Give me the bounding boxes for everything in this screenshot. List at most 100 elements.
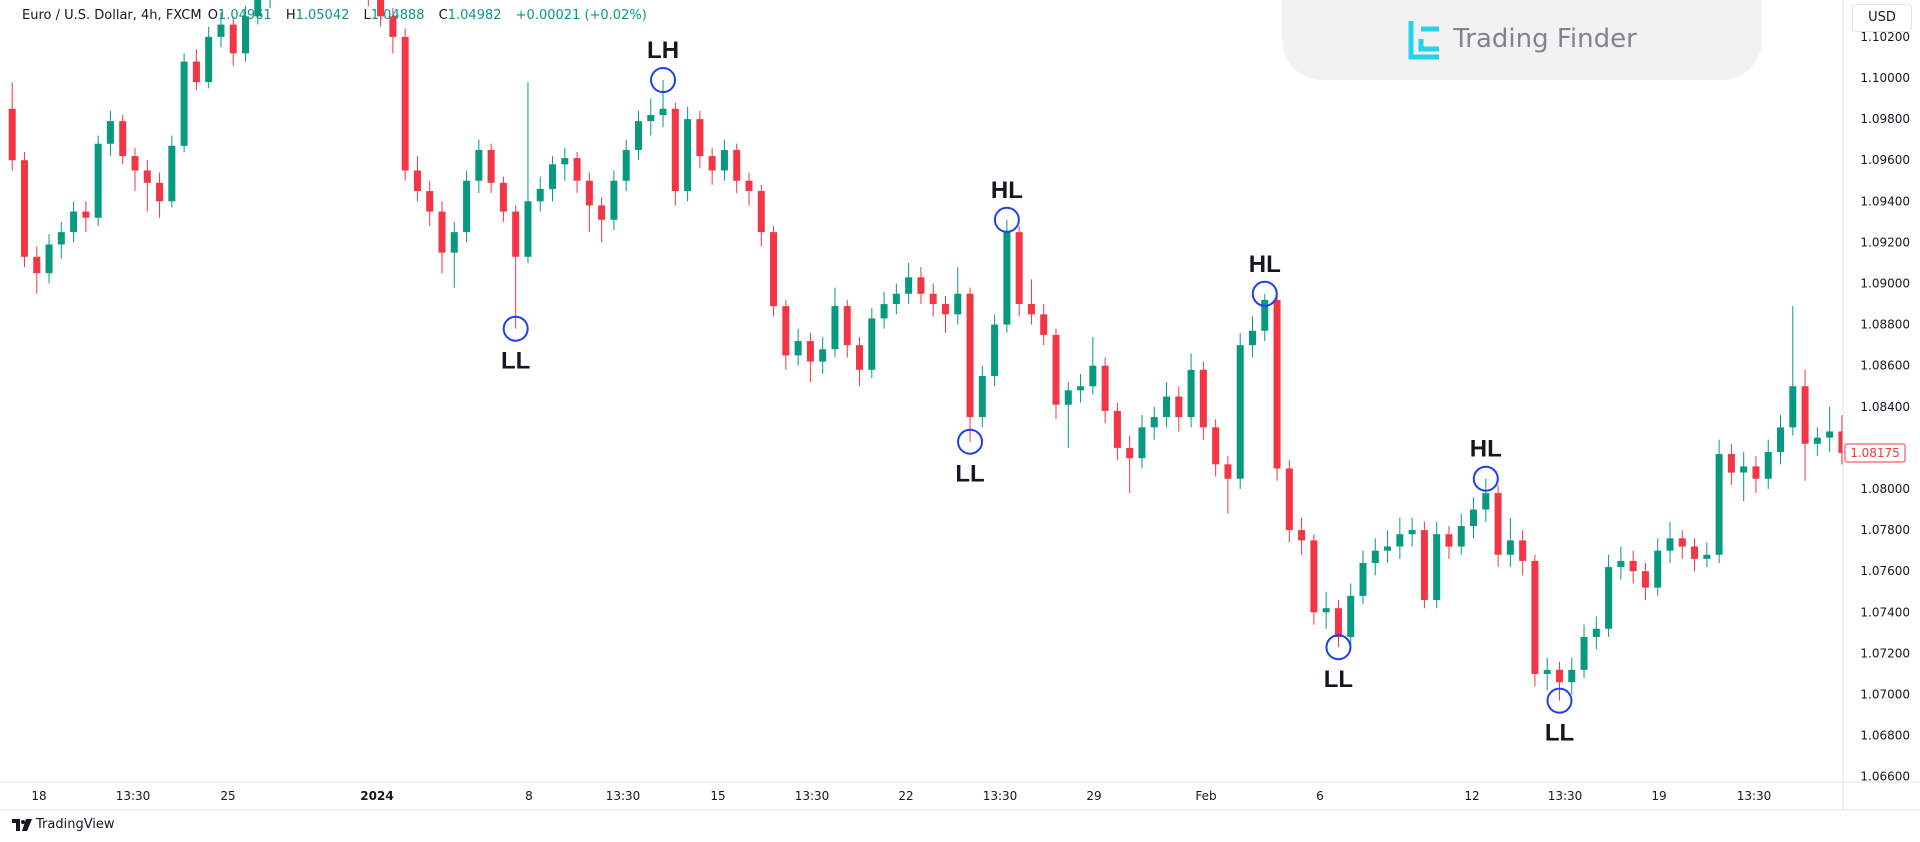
candle-down — [192, 49, 200, 91]
candle-body — [1801, 386, 1809, 444]
candle-down — [929, 283, 937, 317]
candle-body — [1752, 466, 1760, 479]
tradingview-logo[interactable]: TradingView — [12, 817, 115, 832]
candle-body — [1273, 299, 1281, 469]
time-axis[interactable]: 18 13:30 25 2024 8 13:30 15 13:30 22 13:30 29 Feb 6 1… — [31, 789, 1771, 803]
candle-up — [684, 106, 692, 202]
candle-down — [573, 151, 581, 194]
price-tick-label: 1.09000 — [1860, 277, 1910, 291]
time-tick-label: 12 — [1464, 789, 1479, 803]
candle-up — [57, 221, 65, 259]
candle-body — [70, 211, 78, 233]
candle-body — [1715, 454, 1723, 555]
candle-up — [1089, 336, 1097, 395]
swing-point-circle — [1472, 465, 1499, 492]
price-tick-label: 1.08400 — [1860, 400, 1910, 414]
candle-up — [1470, 497, 1478, 539]
swing-annotation-hl: HL — [1470, 436, 1502, 492]
candle-down — [1273, 295, 1281, 481]
candle-body — [1764, 452, 1772, 479]
candle-down — [1678, 530, 1686, 559]
price-tick-label: 1.09600 — [1860, 153, 1910, 167]
candle-body — [413, 170, 421, 192]
candle-body — [1543, 669, 1551, 674]
candle-body — [720, 149, 728, 171]
candle-up — [217, 12, 225, 48]
candle-body — [991, 324, 999, 376]
candle-body — [1101, 365, 1109, 411]
time-tick-label: 13:30 — [606, 789, 641, 803]
swing-label: LL — [955, 461, 984, 488]
candle-body — [806, 341, 814, 362]
candle-body — [1199, 369, 1207, 428]
candle-body — [745, 180, 753, 192]
candle-body — [905, 277, 913, 294]
candle-down — [966, 287, 974, 442]
candle-body — [1224, 464, 1232, 479]
candle-body — [1838, 431, 1843, 454]
price-axis[interactable]: 1.10200 1.10000 1.09800 1.09600 1.09400 1.092… — [1860, 30, 1910, 784]
candle-body — [1592, 628, 1600, 637]
candle-body — [573, 158, 581, 181]
currency-button[interactable]: USD — [1852, 4, 1912, 32]
candle-body — [426, 191, 434, 212]
candle-up — [1187, 353, 1195, 428]
candle-body — [610, 180, 618, 220]
candle-down — [1519, 530, 1527, 576]
candle-body — [1580, 636, 1588, 670]
candle-up — [254, 0, 262, 25]
candle-body — [1359, 562, 1367, 596]
candle-down — [1175, 386, 1183, 432]
candle-body — [696, 119, 704, 157]
candle-up — [1482, 478, 1490, 522]
candle-body — [1641, 571, 1649, 588]
candle-down — [806, 332, 814, 383]
price-tick-label: 1.09400 — [1860, 194, 1910, 208]
swing-point-circle — [650, 67, 677, 94]
candle-body — [659, 108, 667, 115]
candle-down — [1727, 443, 1735, 485]
candle-body — [57, 232, 65, 245]
candle-body — [1813, 437, 1821, 444]
candle-up — [1433, 521, 1441, 609]
candle-down — [8, 82, 16, 171]
time-tick-label: 29 — [1086, 789, 1101, 803]
price-tick-label: 1.08000 — [1860, 482, 1910, 496]
trading-finder-watermark: Trading Finder — [1282, 0, 1762, 80]
candle-down — [585, 172, 593, 233]
candle-down — [1224, 456, 1232, 514]
candle-down — [389, 8, 397, 54]
candle-up — [659, 80, 667, 128]
price-tick-label: 1.06600 — [1860, 770, 1910, 784]
candle-body — [377, 0, 385, 17]
candle-up — [1703, 542, 1711, 568]
candle-down — [377, 0, 385, 27]
candle-body — [794, 341, 802, 356]
candle-body — [45, 244, 53, 274]
candle-body — [1175, 396, 1183, 418]
swing-annotation-ll: LL — [1545, 687, 1574, 747]
swing-point-circle — [1251, 280, 1278, 307]
candle-down — [708, 147, 716, 185]
high-value: 1.05042 — [295, 8, 350, 23]
symbol-title[interactable]: Euro / U.S. Dollar, 4h, FXCM — [22, 8, 202, 23]
candle-up — [1826, 406, 1834, 453]
candle-down — [143, 160, 151, 212]
candle-body — [450, 232, 458, 253]
swing-annotation-ll: LL — [501, 315, 530, 375]
swing-label: LL — [1545, 720, 1574, 747]
tradingview-brand-text: TradingView — [36, 817, 115, 832]
candle-body — [33, 256, 41, 274]
candle-body — [1445, 534, 1453, 547]
change-value: +0.00021 (+0.02%) — [515, 8, 647, 23]
candle-body — [499, 182, 507, 212]
candle-up — [180, 53, 188, 152]
candle-down — [843, 299, 851, 358]
candle-up — [1740, 452, 1748, 502]
candle-up — [868, 308, 876, 379]
candle-body — [622, 149, 630, 181]
candle-down — [598, 197, 606, 243]
candle-up — [1568, 657, 1576, 695]
candle-body — [1470, 509, 1478, 526]
